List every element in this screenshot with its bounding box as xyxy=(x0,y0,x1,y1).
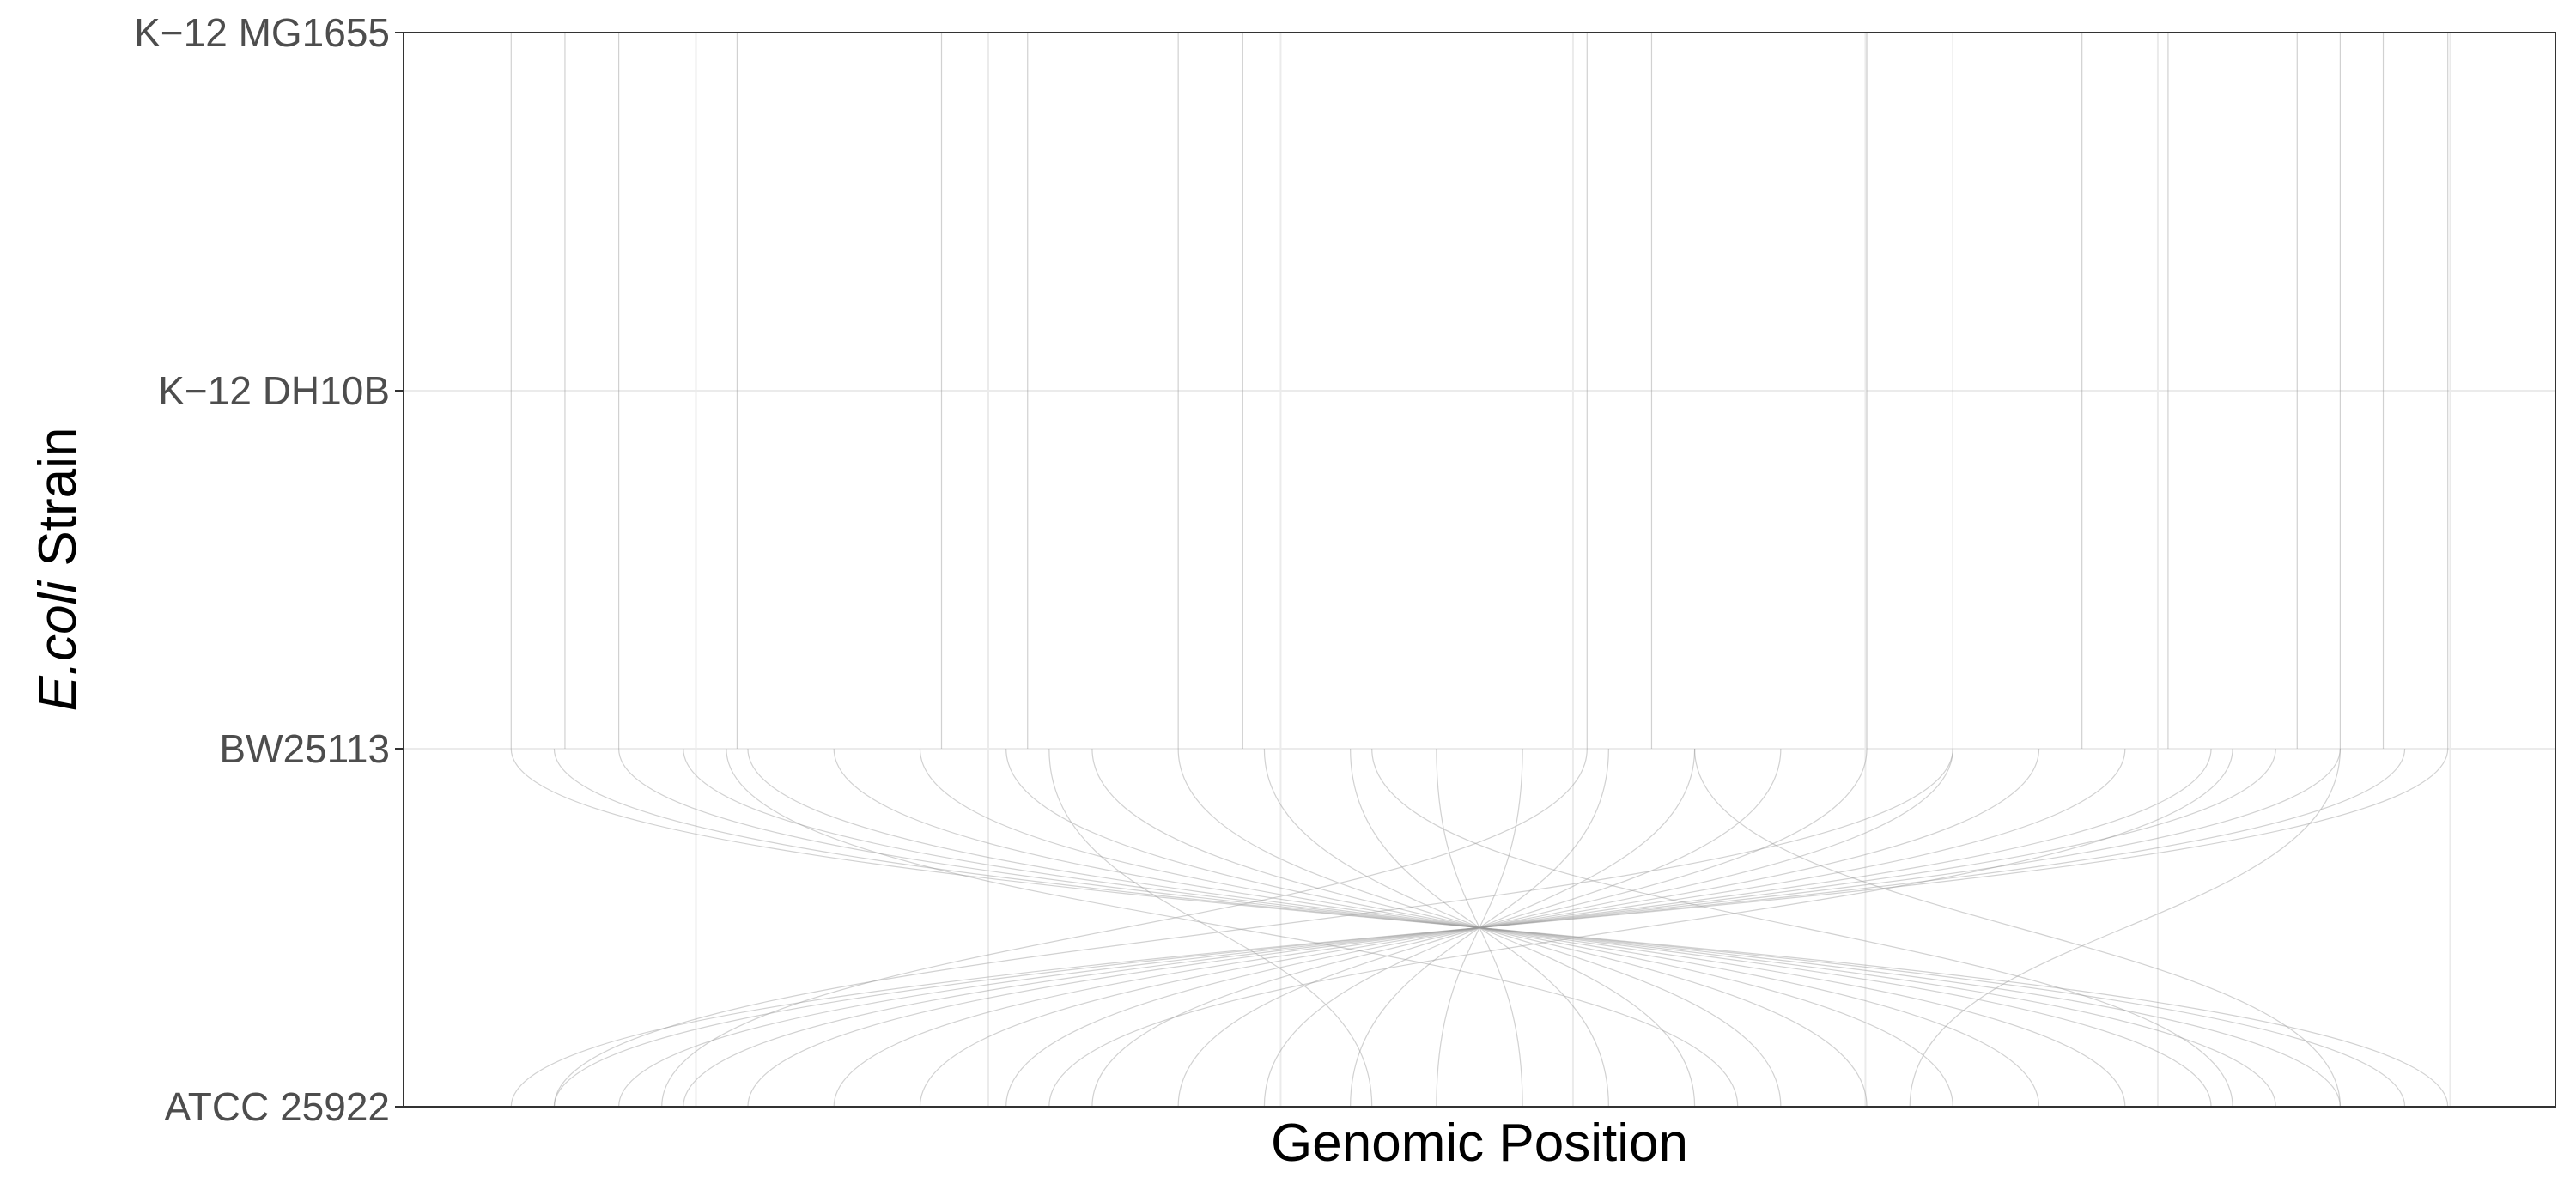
synteny-lines xyxy=(510,33,2449,1108)
synteny-line xyxy=(833,748,2126,1108)
synteny-line xyxy=(1005,748,1953,1108)
synteny-line xyxy=(919,748,2040,1108)
synteny-line xyxy=(1350,748,1609,1108)
synteny-line xyxy=(683,748,2276,1108)
y-tick-label: ATCC 25922 xyxy=(164,1084,390,1129)
synteny-line xyxy=(1263,748,1696,1108)
synteny-line xyxy=(1005,748,1953,1108)
synteny-line xyxy=(1371,748,2233,1108)
synteny-line xyxy=(1091,748,1868,1108)
synteny-line xyxy=(1350,748,1609,1108)
synteny-line xyxy=(919,748,2040,1108)
y-tick-label: K−12 DH10B xyxy=(158,368,390,413)
synteny-line xyxy=(747,748,2212,1108)
synteny-line xyxy=(1048,748,2233,1108)
synteny-line xyxy=(833,748,2126,1108)
panel-border xyxy=(403,32,2556,1108)
synteny-line xyxy=(1694,748,2341,1108)
synteny-line xyxy=(553,748,1953,1108)
synteny-line xyxy=(1177,748,1782,1108)
x-axis-title: Genomic Position xyxy=(1271,1114,1688,1173)
y-axis-title-rest: Strain xyxy=(28,428,88,581)
synteny-line xyxy=(1909,748,2341,1108)
synteny-line xyxy=(1091,748,1868,1108)
synteny-line xyxy=(553,748,2406,1108)
synteny-line xyxy=(1436,748,1523,1108)
synteny-line xyxy=(747,748,2212,1108)
y-tick-label: K−12 MG1655 xyxy=(134,10,390,55)
synteny-line xyxy=(618,748,2341,1108)
synteny-line xyxy=(510,748,2449,1108)
synteny-line xyxy=(1436,748,1523,1108)
synteny-line xyxy=(726,748,1739,1108)
y-axis-ticks xyxy=(395,32,404,1108)
synteny-line xyxy=(553,748,2406,1108)
y-axis-title-italic: E.coli xyxy=(28,580,88,712)
y-axis-tick-labels: ATCC 25922 BW25113 K−12 DH10B K−12 MG1655 xyxy=(134,10,390,1129)
synteny-line xyxy=(661,748,1588,1108)
synteny-line xyxy=(510,748,2449,1108)
synteny-line xyxy=(683,748,2276,1108)
synteny-line xyxy=(618,748,2341,1108)
synteny-line xyxy=(1177,748,1782,1108)
grid-layer xyxy=(404,32,2555,1108)
y-axis-title: E.coli Strain xyxy=(28,428,88,712)
synteny-line xyxy=(1048,748,1373,1108)
synteny-line xyxy=(1263,748,1696,1108)
y-tick-label: BW25113 xyxy=(219,726,390,771)
